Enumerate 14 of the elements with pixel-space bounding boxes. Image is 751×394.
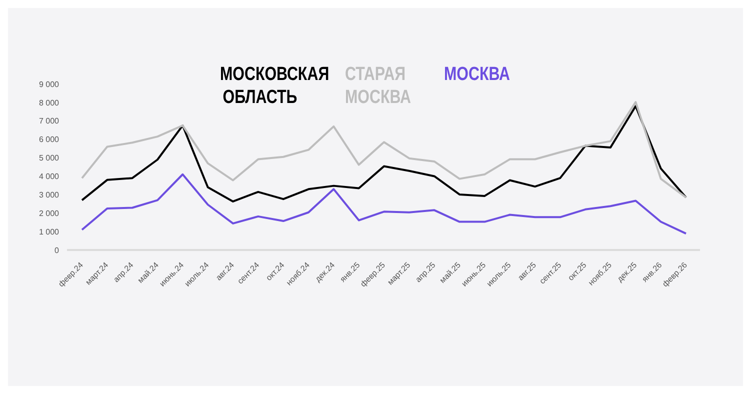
y-tick-label: 4 000 [38, 172, 60, 182]
text: МОСКОВСКАЯ ОБЛАСТЬ [220, 63, 330, 109]
y-tick-label: 2 000 [38, 208, 60, 218]
y-tick-label: 7 000 [38, 116, 60, 126]
y-tick-label: 3 000 [38, 190, 60, 200]
y-tick-label: 5 000 [38, 154, 60, 163]
series-label: СТАРАЯ МОСКВА [345, 63, 411, 109]
line-series [81, 173, 687, 235]
text: МОСКВА [444, 63, 510, 86]
y-tick-label: 9 000 [38, 80, 60, 89]
y-tick-label: 6 000 [38, 135, 60, 144]
y-tick-label: 8 000 [38, 98, 60, 108]
y-tick-label: 1 000 [38, 227, 60, 236]
y-tick-label: 0 [54, 246, 60, 255]
